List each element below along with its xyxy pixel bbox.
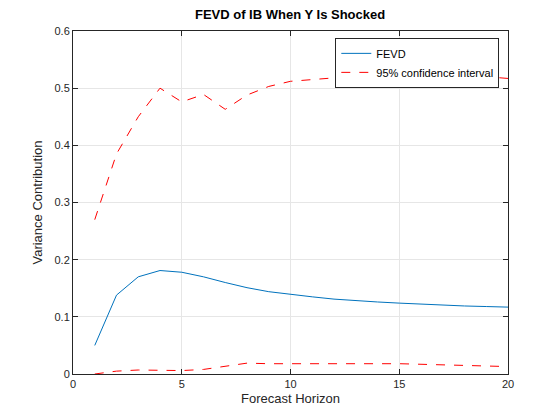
svg-text:95% confidence interval: 95% confidence interval — [376, 67, 493, 79]
svg-text:0.5: 0.5 — [55, 82, 70, 94]
svg-text:0.3: 0.3 — [55, 196, 70, 208]
svg-text:Forecast Horizon: Forecast Horizon — [241, 391, 340, 406]
svg-text:0.1: 0.1 — [55, 311, 70, 323]
svg-text:10: 10 — [284, 378, 296, 390]
svg-text:FEVD of IB When Y Is Shocked: FEVD of IB When Y Is Shocked — [195, 7, 385, 22]
svg-text:0.2: 0.2 — [55, 254, 70, 266]
svg-text:0: 0 — [64, 368, 70, 380]
svg-text:0.6: 0.6 — [55, 25, 70, 37]
svg-text:0.4: 0.4 — [55, 139, 70, 151]
svg-text:15: 15 — [393, 378, 405, 390]
svg-text:20: 20 — [502, 378, 514, 390]
svg-text:5: 5 — [179, 378, 185, 390]
svg-text:0: 0 — [70, 378, 76, 390]
svg-text:FEVD: FEVD — [376, 48, 405, 60]
svg-text:Variance Contribution: Variance Contribution — [30, 140, 45, 264]
